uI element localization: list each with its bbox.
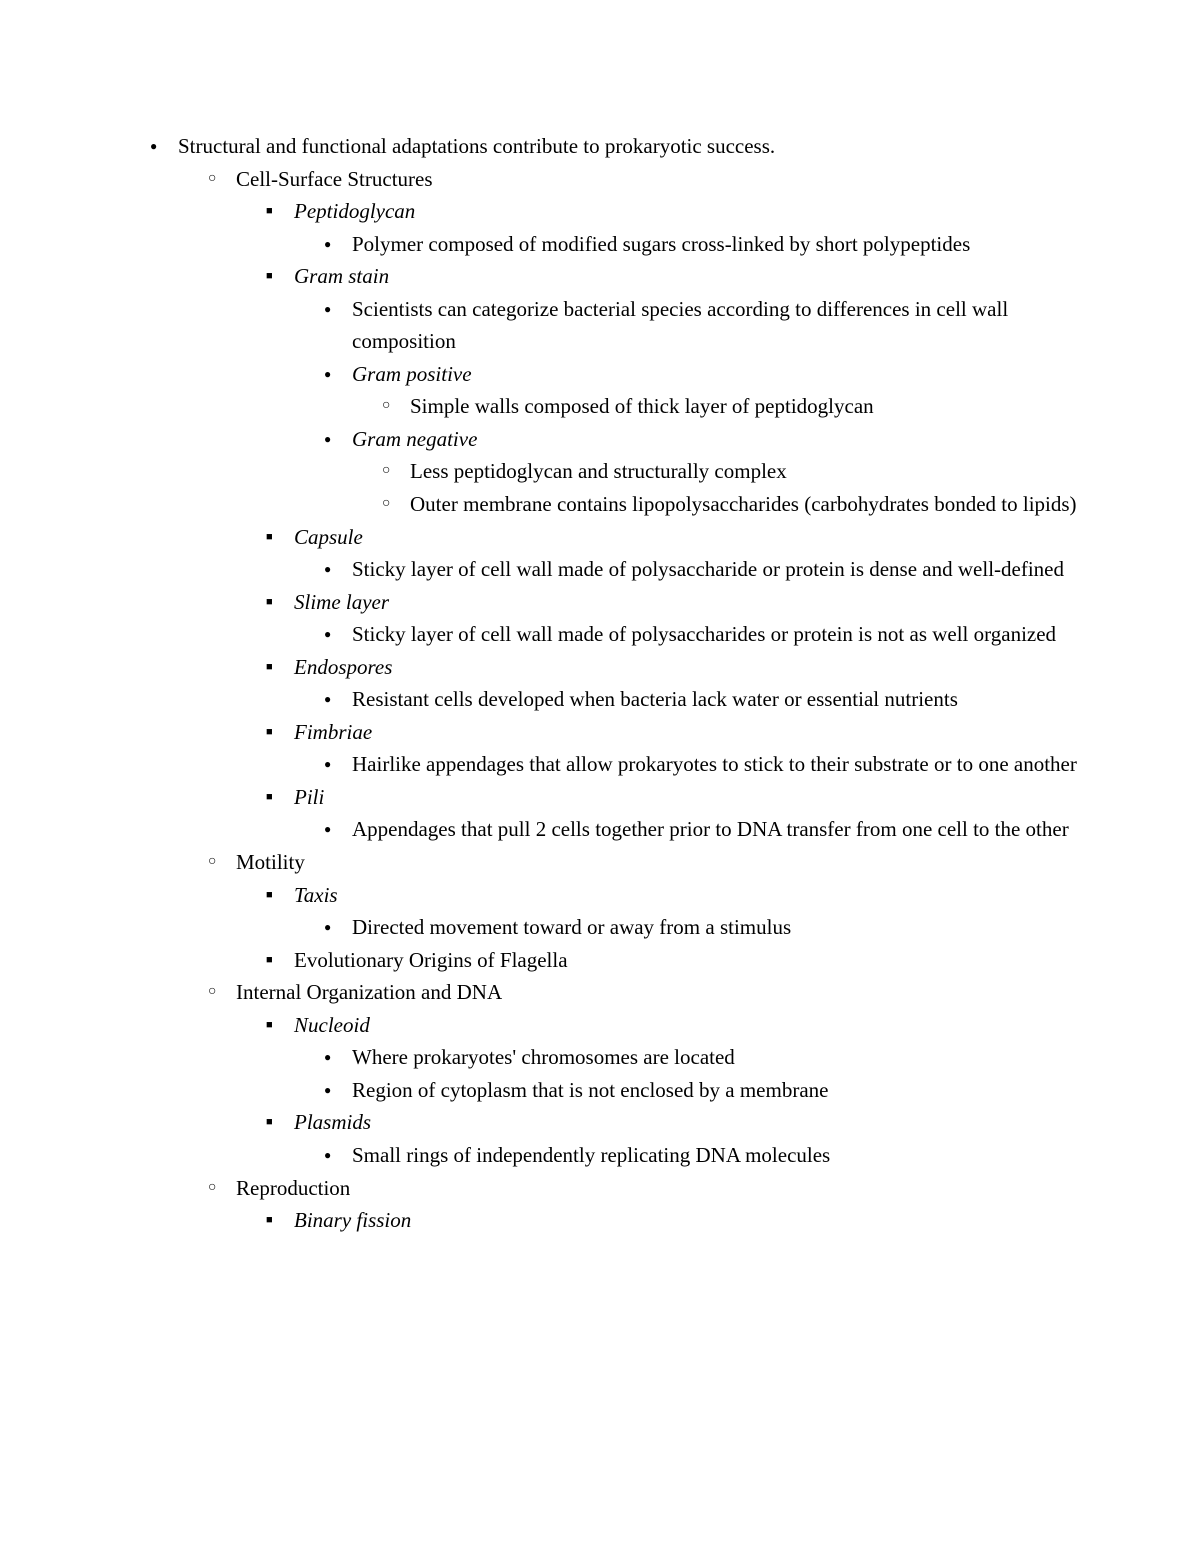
outline-level-4: Directed movement toward or away from a … bbox=[294, 911, 1080, 944]
term-label: Gram negative bbox=[352, 427, 477, 451]
term-label: Nucleoid bbox=[294, 1013, 370, 1037]
outline-item: Fimbriae Hairlike appendages that allow … bbox=[236, 716, 1080, 781]
term-label: Plasmids bbox=[294, 1110, 371, 1134]
term-label: Pili bbox=[294, 785, 324, 809]
list-text: Outer membrane contains lipopolysacchari… bbox=[410, 492, 1077, 516]
outline-item: Resistant cells developed when bacteria … bbox=[294, 683, 1080, 716]
outline-level-4: Where prokaryotes' chromosomes are locat… bbox=[294, 1041, 1080, 1106]
list-text: Internal Organization and DNA bbox=[236, 980, 502, 1004]
list-text: Region of cytoplasm that is not enclosed… bbox=[352, 1078, 828, 1102]
outline-level-5: Less peptidoglycan and structurally comp… bbox=[352, 455, 1080, 520]
outline-item: Where prokaryotes' chromosomes are locat… bbox=[294, 1041, 1080, 1074]
outline-item: Pili Appendages that pull 2 cells togeth… bbox=[236, 781, 1080, 846]
term-label: Gram stain bbox=[294, 264, 389, 288]
term-label: Binary fission bbox=[294, 1208, 411, 1232]
outline-item: Scientists can categorize bacterial spec… bbox=[294, 293, 1080, 358]
outline-level-3: Binary fission bbox=[236, 1204, 1080, 1237]
outline-level-4: Sticky layer of cell wall made of polysa… bbox=[294, 553, 1080, 586]
outline-item: Directed movement toward or away from a … bbox=[294, 911, 1080, 944]
outline-item: Taxis Directed movement toward or away f… bbox=[236, 879, 1080, 944]
list-text: Small rings of independently replicating… bbox=[352, 1143, 830, 1167]
outline-item: Gram positive Simple walls composed of t… bbox=[294, 358, 1080, 423]
outline-item: Peptidoglycan Polymer composed of modifi… bbox=[236, 195, 1080, 260]
outline-item: Small rings of independently replicating… bbox=[294, 1139, 1080, 1172]
term-label: Peptidoglycan bbox=[294, 199, 415, 223]
list-text: Hairlike appendages that allow prokaryot… bbox=[352, 752, 1077, 776]
list-text: Sticky layer of cell wall made of polysa… bbox=[352, 622, 1056, 646]
term-label: Gram positive bbox=[352, 362, 472, 386]
outline-level-4: Hairlike appendages that allow prokaryot… bbox=[294, 748, 1080, 781]
term-label: Taxis bbox=[294, 883, 338, 907]
outline-level-4: Scientists can categorize bacterial spec… bbox=[294, 293, 1080, 521]
list-text: Appendages that pull 2 cells together pr… bbox=[352, 817, 1069, 841]
list-text: Scientists can categorize bacterial spec… bbox=[352, 297, 1008, 354]
outline-item: Binary fission bbox=[236, 1204, 1080, 1237]
list-text: Reproduction bbox=[236, 1176, 350, 1200]
term-label: Fimbriae bbox=[294, 720, 372, 744]
list-text: Structural and functional adaptations co… bbox=[178, 134, 775, 158]
outline-level-2: Cell-Surface Structures Peptidoglycan Po… bbox=[178, 163, 1080, 1237]
outline-item: Evolutionary Origins of Flagella bbox=[236, 944, 1080, 977]
outline-item: Internal Organization and DNA Nucleoid W… bbox=[178, 976, 1080, 1171]
term-label: Slime layer bbox=[294, 590, 389, 614]
outline-item: Cell-Surface Structures Peptidoglycan Po… bbox=[178, 163, 1080, 846]
outline-item: Region of cytoplasm that is not enclosed… bbox=[294, 1074, 1080, 1107]
outline-item: Appendages that pull 2 cells together pr… bbox=[294, 813, 1080, 846]
term-label: Capsule bbox=[294, 525, 363, 549]
list-text: Sticky layer of cell wall made of polysa… bbox=[352, 557, 1064, 581]
list-text: Motility bbox=[236, 850, 305, 874]
outline-item: Hairlike appendages that allow prokaryot… bbox=[294, 748, 1080, 781]
list-text: Polymer composed of modified sugars cros… bbox=[352, 232, 970, 256]
outline-level-4: Appendages that pull 2 cells together pr… bbox=[294, 813, 1080, 846]
outline-level-4: Resistant cells developed when bacteria … bbox=[294, 683, 1080, 716]
list-text: Resistant cells developed when bacteria … bbox=[352, 687, 958, 711]
outline-item: Nucleoid Where prokaryotes' chromosomes … bbox=[236, 1009, 1080, 1107]
outline-item: Sticky layer of cell wall made of polysa… bbox=[294, 618, 1080, 651]
outline-item: Less peptidoglycan and structurally comp… bbox=[352, 455, 1080, 488]
outline-item: Gram negative Less peptidoglycan and str… bbox=[294, 423, 1080, 521]
outline-item: Structural and functional adaptations co… bbox=[120, 130, 1080, 1237]
outline-item: Gram stain Scientists can categorize bac… bbox=[236, 260, 1080, 520]
outline-item: Outer membrane contains lipopolysacchari… bbox=[352, 488, 1080, 521]
outline-item: Endospores Resistant cells developed whe… bbox=[236, 651, 1080, 716]
outline-level-4: Polymer composed of modified sugars cros… bbox=[294, 228, 1080, 261]
list-text: Directed movement toward or away from a … bbox=[352, 915, 791, 939]
document-page: Structural and functional adaptations co… bbox=[0, 0, 1200, 1317]
list-text: Simple walls composed of thick layer of … bbox=[410, 394, 874, 418]
outline-item: Motility Taxis Directed movement toward … bbox=[178, 846, 1080, 976]
outline-item: Plasmids Small rings of independently re… bbox=[236, 1106, 1080, 1171]
outline-item: Slime layer Sticky layer of cell wall ma… bbox=[236, 586, 1080, 651]
term-label: Endospores bbox=[294, 655, 392, 679]
outline-level-4: Small rings of independently replicating… bbox=[294, 1139, 1080, 1172]
list-text: Where prokaryotes' chromosomes are locat… bbox=[352, 1045, 735, 1069]
list-text: Cell-Surface Structures bbox=[236, 167, 433, 191]
outline-item: Capsule Sticky layer of cell wall made o… bbox=[236, 521, 1080, 586]
outline-level-3: Peptidoglycan Polymer composed of modifi… bbox=[236, 195, 1080, 846]
outline-item: Simple walls composed of thick layer of … bbox=[352, 390, 1080, 423]
outline-item: Reproduction Binary fission bbox=[178, 1172, 1080, 1237]
outline-root: Structural and functional adaptations co… bbox=[120, 130, 1080, 1237]
outline-level-3: Nucleoid Where prokaryotes' chromosomes … bbox=[236, 1009, 1080, 1172]
outline-level-3: Taxis Directed movement toward or away f… bbox=[236, 879, 1080, 977]
outline-level-4: Sticky layer of cell wall made of polysa… bbox=[294, 618, 1080, 651]
outline-level-5: Simple walls composed of thick layer of … bbox=[352, 390, 1080, 423]
list-text: Evolutionary Origins of Flagella bbox=[294, 948, 568, 972]
outline-item: Polymer composed of modified sugars cros… bbox=[294, 228, 1080, 261]
outline-item: Sticky layer of cell wall made of polysa… bbox=[294, 553, 1080, 586]
list-text: Less peptidoglycan and structurally comp… bbox=[410, 459, 787, 483]
